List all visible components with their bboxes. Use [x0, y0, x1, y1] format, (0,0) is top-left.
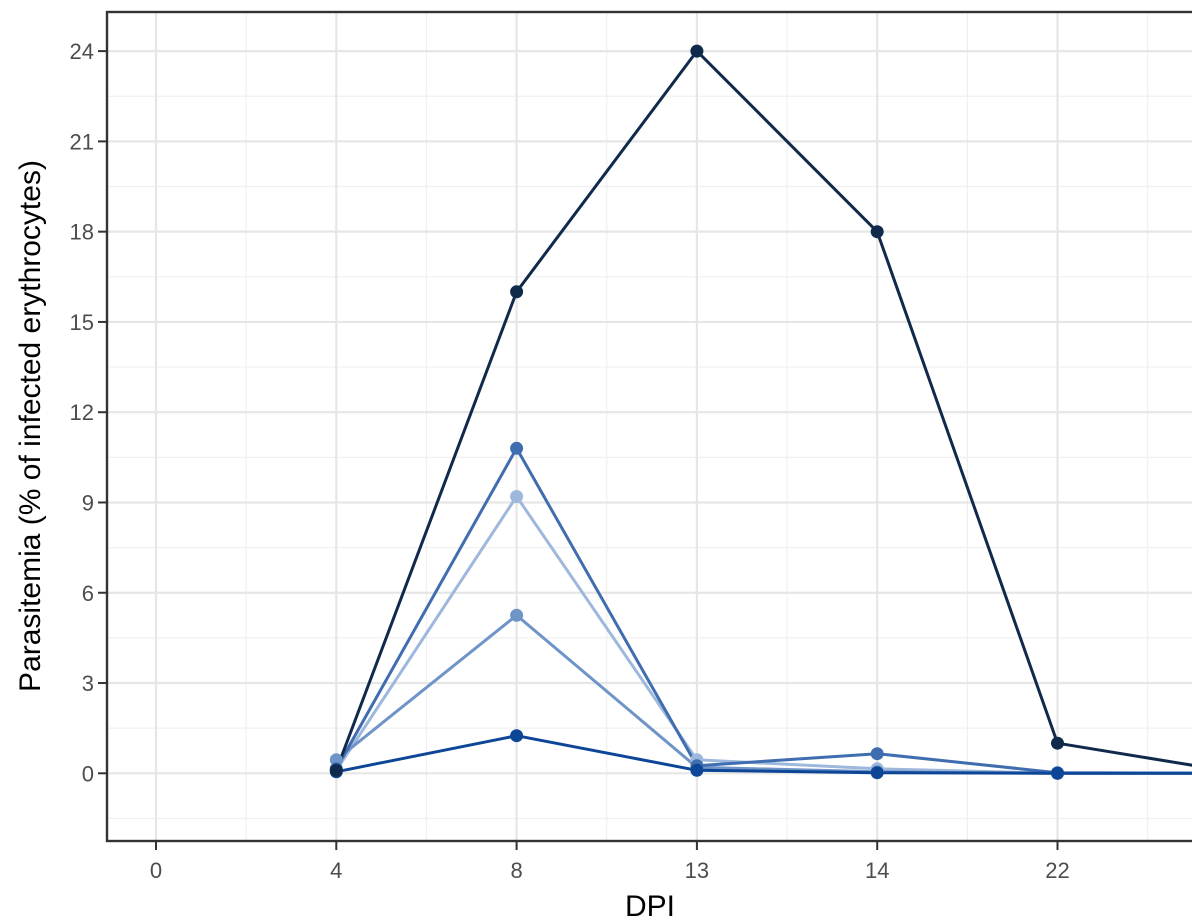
- data-point: [510, 609, 523, 622]
- data-point: [510, 285, 523, 298]
- series-line: [336, 615, 1192, 773]
- x-tick-label: 13: [685, 858, 709, 883]
- panel-border: [107, 12, 1192, 841]
- x-tick-label: 22: [1045, 858, 1069, 883]
- data-point: [510, 490, 523, 503]
- data-point: [1051, 767, 1064, 780]
- x-tick-label: 4: [330, 858, 342, 883]
- y-tick-label: 24: [70, 39, 94, 64]
- data-point: [690, 764, 703, 777]
- x-tick-label: 8: [510, 858, 522, 883]
- y-tick-label: 12: [70, 400, 94, 425]
- data-point: [330, 764, 343, 777]
- y-tick-label: 0: [82, 761, 94, 786]
- y-axis-title: Parasitemia (% of infected erythrocytes): [14, 160, 47, 692]
- y-tick-label: 15: [70, 310, 94, 335]
- grid-minor: [107, 12, 1192, 841]
- grid-major: [107, 12, 1192, 841]
- x-axis: 04813142238: [150, 842, 1192, 883]
- y-tick-label: 6: [82, 581, 94, 606]
- data-point: [690, 45, 703, 58]
- data-point: [871, 766, 884, 779]
- x-axis-title: DPI: [625, 890, 675, 922]
- data-point: [871, 747, 884, 760]
- x-tick-label: 0: [150, 858, 162, 883]
- x-tick-label: 14: [865, 858, 889, 883]
- data-point: [510, 442, 523, 455]
- y-tick-label: 21: [70, 129, 94, 154]
- y-tick-label: 18: [70, 220, 94, 245]
- y-axis: 0 3 6 9 12 15 18 21 24: [70, 39, 106, 786]
- y-tick-label: 9: [82, 490, 94, 515]
- data-point: [871, 225, 884, 238]
- y-tick-label: 3: [82, 671, 94, 696]
- series-line: [336, 448, 1192, 773]
- data-point: [1051, 737, 1064, 750]
- data-point: [510, 729, 523, 742]
